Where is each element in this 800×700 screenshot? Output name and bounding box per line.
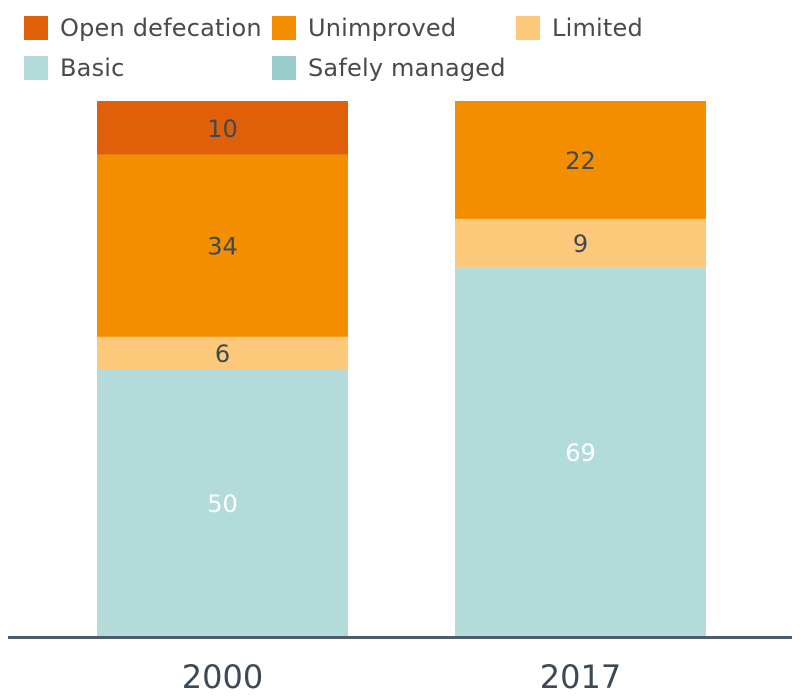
- data-label-limited-2017: 9: [573, 230, 588, 258]
- legend-swatch-unimproved: [272, 16, 296, 40]
- data-label-open-defecation-2000: 10: [207, 115, 238, 143]
- legend-item-safely-managed: Safely managed: [272, 54, 506, 82]
- bar-segment-unimproved-2017: [455, 101, 706, 219]
- legend-swatch-open-defecation: [24, 16, 48, 40]
- data-label-unimproved-2000: 34: [207, 233, 238, 261]
- bar-segment-limited-2000: [97, 336, 348, 369]
- legend-item-unimproved: Unimproved: [272, 14, 456, 42]
- bar-segment-limited-2017: [455, 218, 706, 268]
- data-label-unimproved-2017: 22: [565, 147, 596, 175]
- data-label-basic-2000: 50: [207, 490, 238, 518]
- bar-segment-unimproved-2000: [97, 154, 348, 337]
- bar-segment-open-defecation-2000: [97, 101, 348, 155]
- bar-segment-basic-2017: [455, 267, 706, 637]
- legend-label-open-defecation: Open defecation: [60, 14, 262, 42]
- data-label-basic-2017: 69: [565, 439, 596, 467]
- bar-segment-basic-2000: [97, 369, 348, 637]
- legend-label-limited: Limited: [552, 14, 643, 42]
- x-tick-label-2000: 2000: [182, 658, 263, 696]
- legend-swatch-safely-managed: [272, 56, 296, 80]
- legend-item-basic: Basic: [24, 54, 125, 82]
- legend-swatch-basic: [24, 56, 48, 80]
- x-tick-label-2017: 2017: [540, 658, 621, 696]
- data-label-limited-2000: 6: [215, 340, 230, 368]
- legend-label-safely-managed: Safely managed: [308, 54, 506, 82]
- legend-swatch-limited: [516, 16, 540, 40]
- legend-label-basic: Basic: [60, 54, 125, 82]
- legend-label-unimproved: Unimproved: [308, 14, 457, 42]
- legend-item-limited: Limited: [516, 14, 643, 42]
- legend: Open defecation Unimproved Limited Basic…: [0, 0, 800, 90]
- legend-item-open-defecation: Open defecation: [24, 14, 262, 42]
